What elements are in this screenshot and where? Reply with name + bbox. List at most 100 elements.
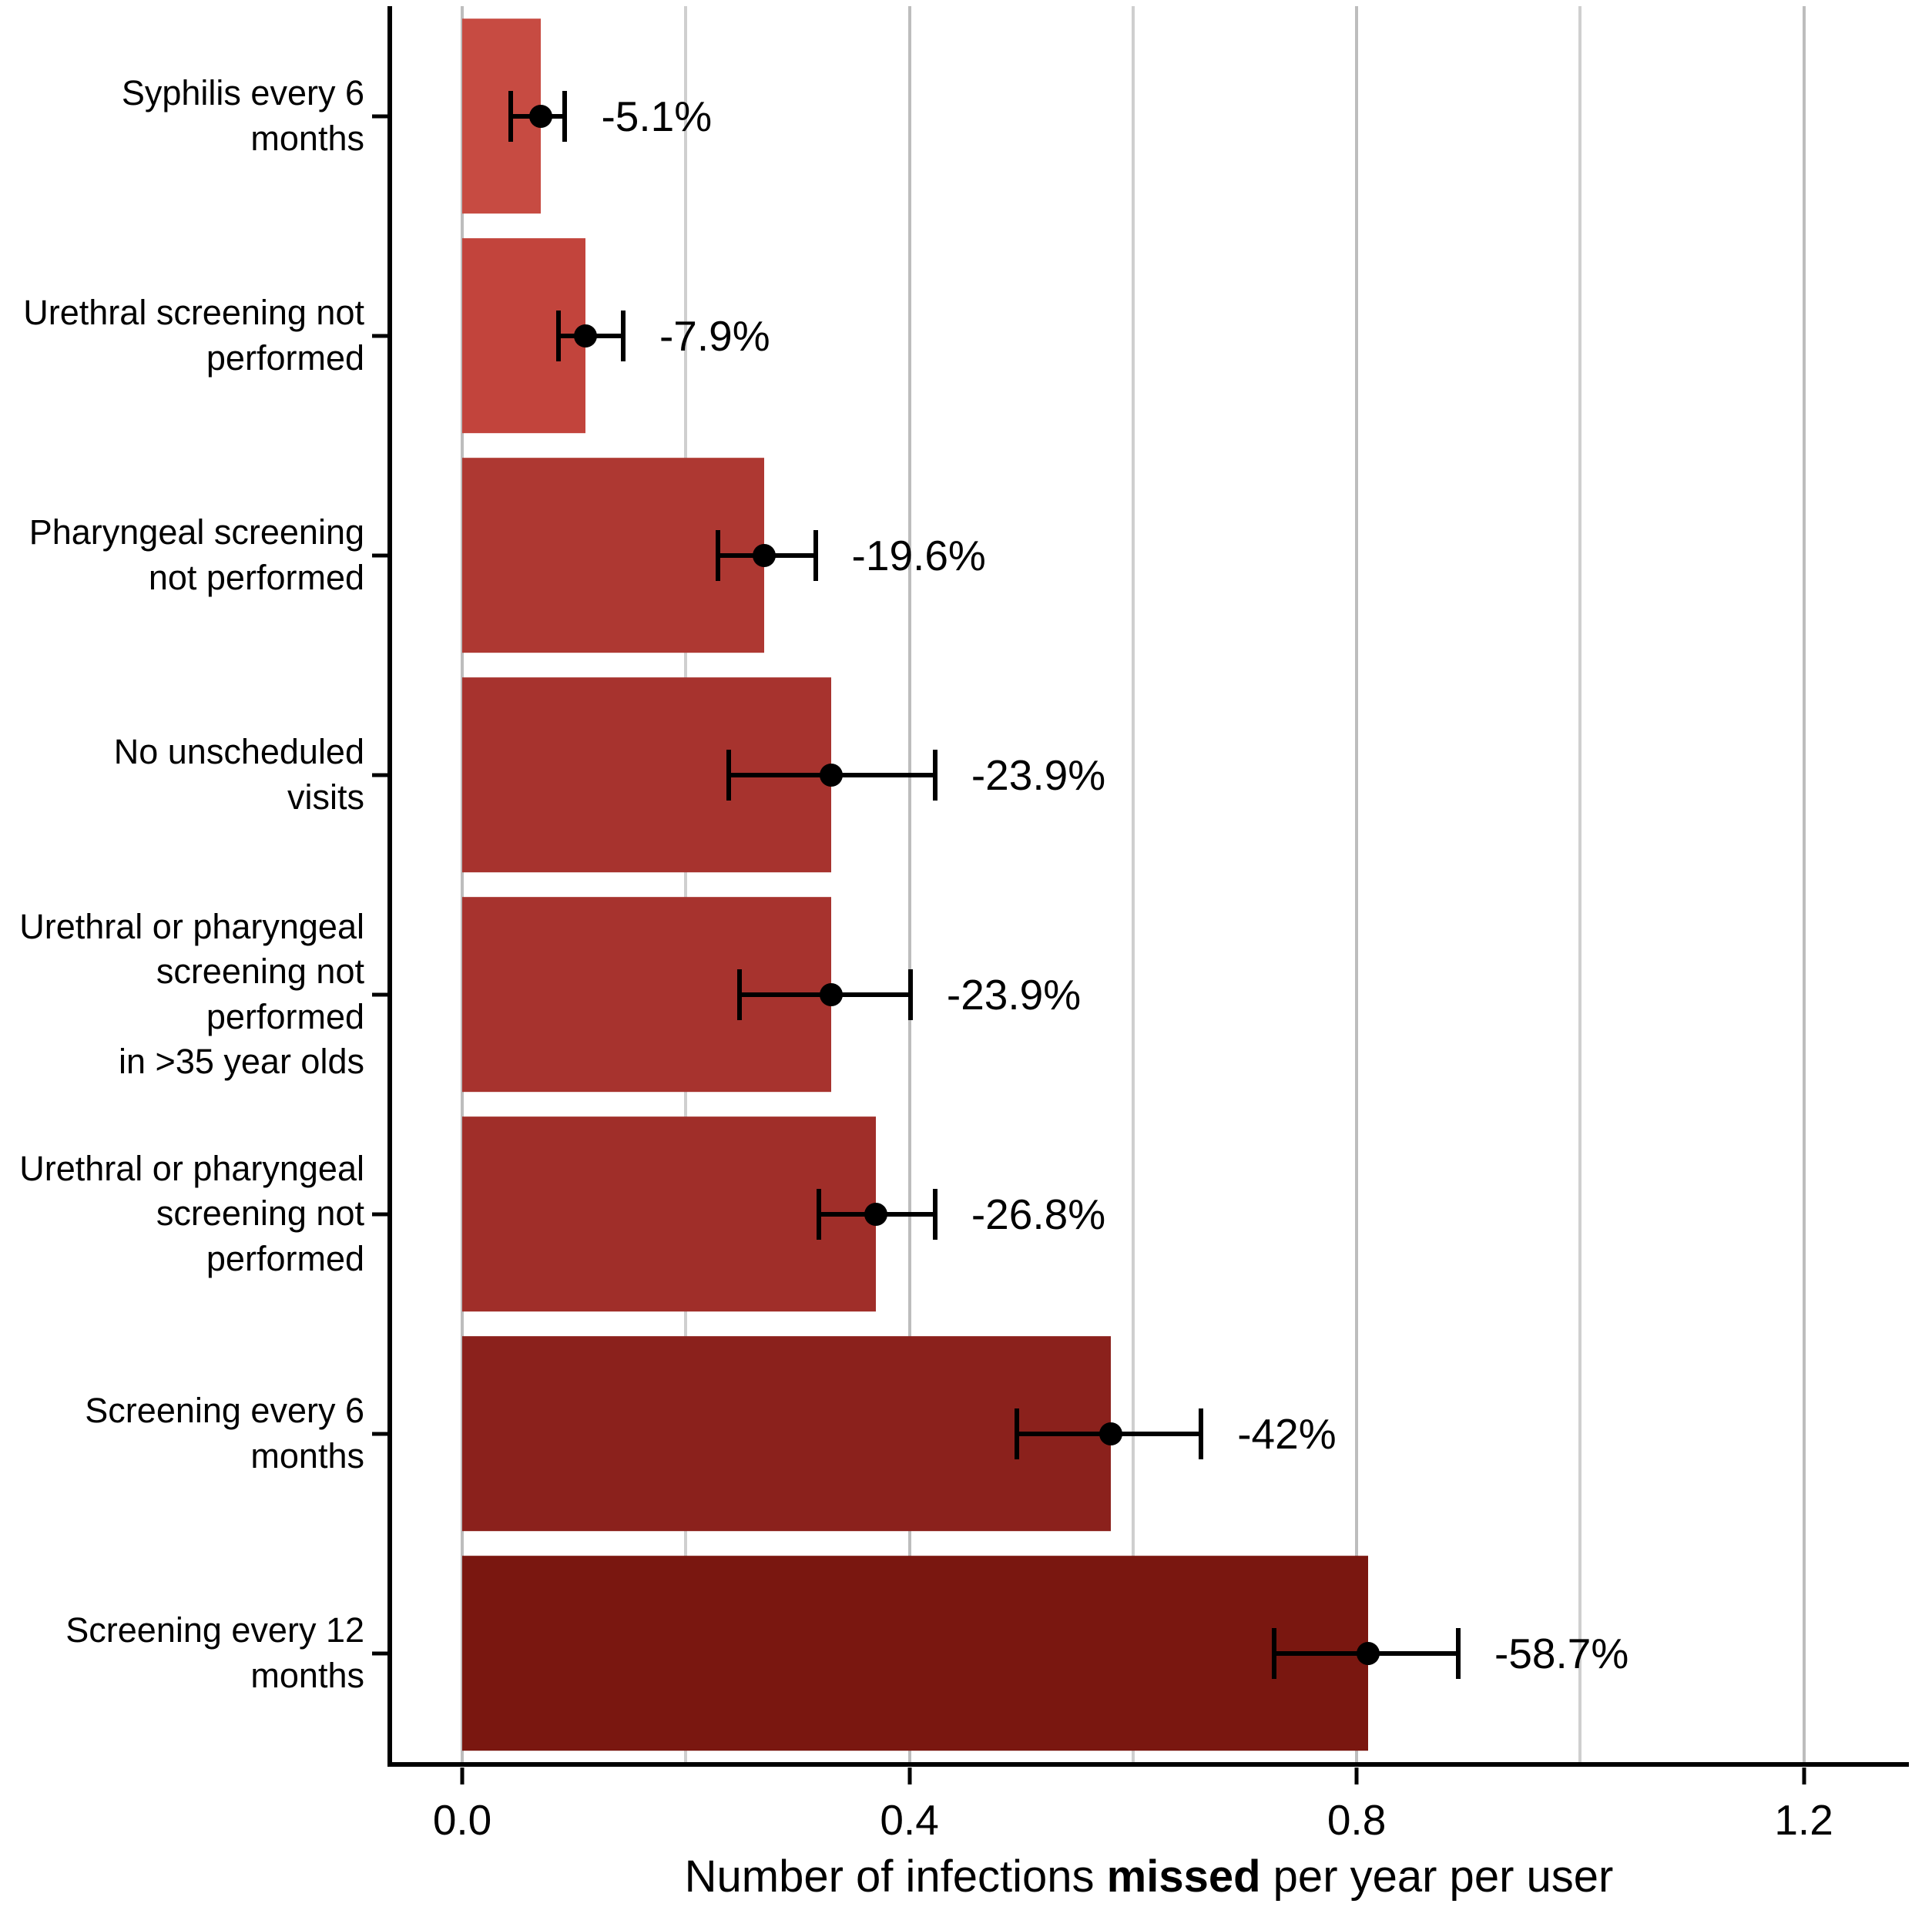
- point-estimate: [528, 104, 552, 128]
- x-axis-title: Number of infections missed per year per…: [389, 1851, 1909, 1902]
- error-bar-cap-high: [1199, 1408, 1204, 1459]
- y-axis-tick: [372, 1651, 389, 1655]
- y-axis-tick: [372, 114, 389, 118]
- y-axis-row: No unscheduled visits: [0, 665, 389, 885]
- major-gridline: [1355, 6, 1359, 1763]
- point-estimate: [1098, 1422, 1122, 1445]
- x-axis-title-suffix: per year per user: [1260, 1852, 1614, 1902]
- error-bar-cap-high: [932, 749, 937, 801]
- y-axis-row: Pharyngeal screening not performed: [0, 445, 389, 665]
- x-axis-tick: [907, 1768, 912, 1784]
- y-axis-line: [387, 6, 392, 1767]
- bar-row: -5.1%: [389, 6, 1909, 226]
- error-bar: [1014, 1408, 1204, 1459]
- point-estimate: [573, 324, 597, 347]
- y-axis-tick: [372, 992, 389, 996]
- y-axis-row: Urethral screening not performed: [0, 226, 389, 445]
- error-bar-cap-low: [1014, 1408, 1019, 1459]
- y-axis-tick: [372, 1212, 389, 1216]
- y-axis-row: Screening every 6 months: [0, 1324, 389, 1543]
- x-axis-tick-label: 0.4: [880, 1796, 939, 1844]
- x-axis-tick: [460, 1768, 465, 1784]
- x-axis-tick-label: 0.8: [1327, 1796, 1387, 1844]
- error-bar: [817, 1188, 937, 1240]
- x-axis-title-bold-word: missed: [1106, 1852, 1261, 1902]
- error-bar-cap-high: [1456, 1627, 1461, 1679]
- bar-row: -58.7%: [389, 1543, 1909, 1763]
- point-estimate: [864, 1202, 888, 1226]
- error-bar: [1271, 1627, 1461, 1679]
- bar-row: -7.9%: [389, 226, 1909, 445]
- error-bar-cap-low: [555, 310, 561, 361]
- bar-row: -23.9%: [389, 885, 1909, 1104]
- y-axis-row: Urethral or pharyngeal screening not perf…: [0, 1104, 389, 1324]
- error-bar-cap-low: [737, 969, 743, 1020]
- error-bar-cap-high: [907, 969, 913, 1020]
- bar: [462, 1555, 1368, 1751]
- major-gridline: [907, 6, 911, 1763]
- x-axis-ticks: 0.0 0.4 0.8 1.2: [389, 1768, 1909, 1852]
- error-bar-cap-low: [817, 1188, 822, 1240]
- point-estimate: [1356, 1641, 1380, 1665]
- percent-reduction-label: -26.8%: [971, 1190, 1106, 1238]
- bar: [462, 1335, 1111, 1532]
- y-axis-tick: [372, 553, 389, 557]
- bar-rows: -5.1% -7.9% -19.6% -23.9% -23.9% -26.8% -42% -5…: [389, 6, 1909, 1763]
- x-axis-tick-label: 0.0: [432, 1796, 492, 1844]
- percent-reduction-label: -23.9%: [946, 970, 1082, 1019]
- bar-row: -19.6%: [389, 445, 1909, 665]
- error-bar: [555, 310, 626, 361]
- category-label: Syphilis every 6 months: [121, 73, 364, 158]
- error-bar-cap-low: [716, 529, 721, 581]
- bar-row: -42%: [389, 1324, 1909, 1543]
- y-axis-tick: [372, 773, 389, 777]
- error-bar: [508, 90, 568, 142]
- category-label: Screening every 6 months: [85, 1391, 364, 1476]
- x-axis-tick: [1354, 1768, 1359, 1784]
- y-axis-category-labels: Syphilis every 6 months Urethral screenin…: [0, 6, 389, 1763]
- error-bar-cap-low: [726, 749, 731, 801]
- x-axis-line: [387, 1762, 1909, 1767]
- bar: [462, 1116, 877, 1312]
- error-bar-cap-high: [813, 529, 818, 581]
- bar-row: -26.8%: [389, 1104, 1909, 1324]
- major-gridline: [1802, 6, 1806, 1763]
- category-label: No unscheduled visits: [113, 732, 364, 817]
- percent-reduction-label: -58.7%: [1494, 1629, 1629, 1677]
- category-label: Urethral or pharyngeal screening not perf…: [19, 1148, 364, 1278]
- category-label: Urethral screening not performed: [23, 293, 364, 378]
- x-axis-title-prefix: Number of infections: [684, 1852, 1107, 1902]
- y-axis-tick: [372, 1432, 389, 1435]
- percent-reduction-label: -7.9%: [659, 311, 770, 360]
- minor-gridline: [684, 6, 688, 1763]
- error-bar-cap-high: [932, 1188, 937, 1240]
- error-bar-cap-high: [620, 310, 626, 361]
- bar-row: -23.9%: [389, 665, 1909, 885]
- bar: [462, 457, 764, 653]
- error-bar-cap-low: [1271, 1627, 1276, 1679]
- plot-area: -5.1% -7.9% -19.6% -23.9% -23.9% -26.8% -42% -5…: [387, 6, 1909, 1767]
- point-estimate: [819, 763, 843, 787]
- percent-reduction-label: -42%: [1237, 1409, 1337, 1458]
- y-axis-row: Urethral or pharyngeal screening not perf…: [0, 885, 389, 1104]
- percent-reduction-label: -19.6%: [851, 531, 986, 579]
- major-gridline: [461, 6, 465, 1763]
- x-axis-tick-label: 1.2: [1774, 1796, 1833, 1844]
- y-axis-row: Syphilis every 6 months: [0, 6, 389, 226]
- y-axis-row: Screening every 12 months: [0, 1543, 389, 1763]
- error-bar-cap-high: [562, 90, 568, 142]
- error-bar-cap-low: [508, 90, 513, 142]
- category-label: Urethral or pharyngeal screening not perf…: [19, 906, 364, 1082]
- y-axis-tick: [372, 334, 389, 337]
- error-bar: [726, 749, 937, 801]
- error-bar: [716, 529, 818, 581]
- percent-reduction-label: -23.9%: [971, 750, 1106, 799]
- minor-gridline: [1578, 6, 1582, 1763]
- category-label: Pharyngeal screening not performed: [29, 512, 364, 597]
- point-estimate: [752, 543, 776, 567]
- minor-gridline: [1131, 6, 1135, 1763]
- percent-reduction-label: -5.1%: [601, 92, 713, 140]
- point-estimate: [819, 982, 843, 1006]
- x-axis-tick: [1802, 1768, 1806, 1784]
